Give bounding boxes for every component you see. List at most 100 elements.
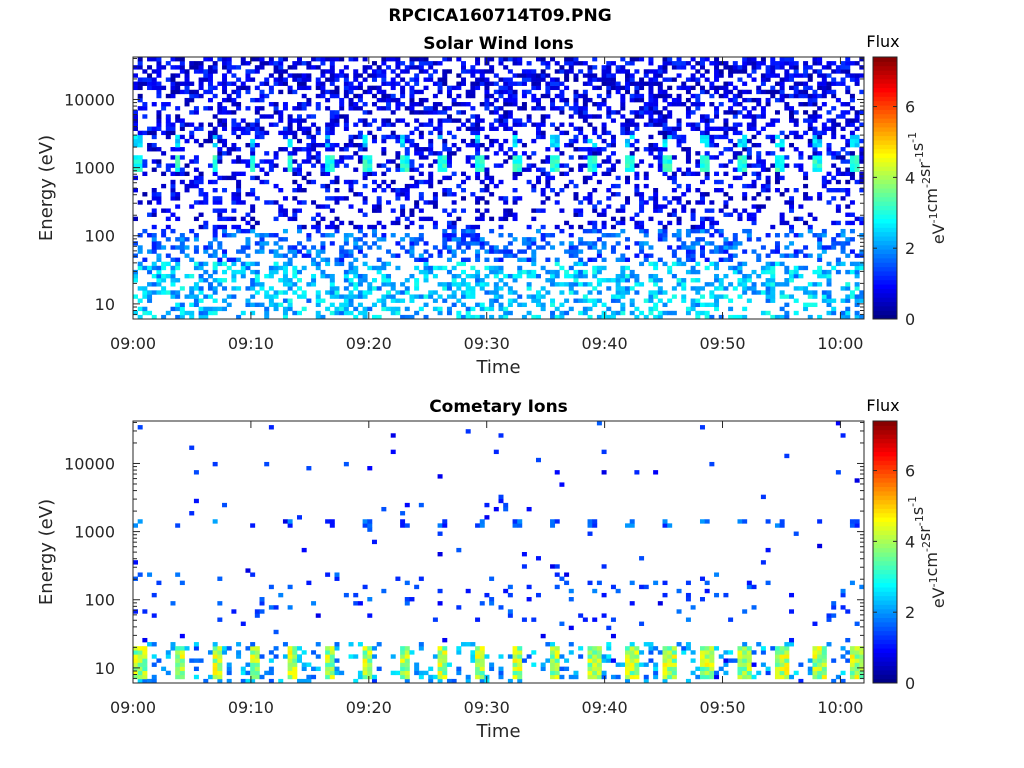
heatmap-cell: [709, 290, 715, 295]
heatmap-cell: [329, 523, 335, 528]
heatmap-cell: [250, 151, 256, 156]
heatmap-cell: [550, 282, 556, 287]
heatmap-cell: [226, 81, 232, 86]
heatmap-cell: [587, 81, 593, 86]
heatmap-cell: [250, 57, 256, 62]
heatmap-cell: [831, 196, 837, 201]
heatmap-cell: [400, 650, 406, 655]
heatmap-cell: [475, 130, 481, 136]
heatmap-cell: [170, 130, 176, 136]
heatmap-cell: [554, 470, 560, 475]
heatmap-cell: [676, 65, 682, 70]
heatmap-cell: [503, 65, 509, 70]
heatmap-cell: [587, 257, 593, 262]
heatmap-cell: [789, 118, 795, 123]
heatmap-cell: [189, 65, 195, 70]
heatmap-cell: [292, 654, 298, 659]
heatmap-cell: [578, 200, 584, 205]
heatmap-cell: [653, 470, 659, 475]
heatmap-cell: [709, 138, 715, 144]
heatmap-cell: [662, 233, 668, 238]
heatmap-cell: [849, 163, 855, 168]
heatmap-cell: [714, 73, 720, 78]
heatmap-cell: [643, 241, 649, 246]
heatmap-cell: [282, 130, 288, 136]
heatmap-cell: [334, 85, 340, 91]
heatmap-cell: [179, 134, 185, 140]
heatmap-cell: [348, 253, 354, 258]
heatmap-cell: [357, 237, 363, 242]
heatmap-cell: [329, 670, 335, 676]
heatmap-cell: [756, 192, 762, 197]
heatmap-cell: [367, 89, 373, 95]
heatmap-cell: [699, 666, 705, 672]
heatmap-cell: [657, 118, 663, 123]
heatmap-cell: [297, 294, 302, 299]
heatmap-cell: [517, 302, 523, 308]
heatmap-cell: [592, 220, 598, 226]
heatmap-cell: [648, 261, 654, 267]
heatmap-cell: [475, 134, 481, 140]
heatmap-cell: [554, 77, 560, 82]
heatmap-cell: [147, 85, 153, 91]
heatmap-cell: [156, 69, 162, 74]
heatmap-cell: [699, 294, 705, 299]
heatmap-cell: [268, 233, 274, 238]
heatmap-cell: [236, 192, 242, 197]
heatmap-cell: [662, 224, 668, 230]
heatmap-cell: [423, 216, 429, 222]
heatmap-cell: [765, 97, 771, 103]
heatmap-cell: [334, 188, 340, 193]
heatmap-cell: [489, 93, 495, 99]
heatmap-cell: [812, 269, 818, 275]
heatmap-cell: [793, 298, 799, 303]
heatmap-cell: [582, 282, 588, 287]
heatmap-cell: [521, 102, 527, 107]
heatmap-cell: [367, 597, 373, 602]
heatmap-cell: [418, 674, 424, 680]
heatmap-cell: [742, 282, 748, 287]
heatmap-cell: [629, 286, 635, 291]
heatmap-cell: [723, 273, 729, 279]
heatmap-cell: [268, 425, 274, 430]
heatmap-cell: [292, 282, 298, 287]
heatmap-cell: [690, 212, 696, 217]
heatmap-cell: [789, 204, 795, 209]
heatmap-cell: [765, 278, 771, 283]
heatmap-cell: [709, 302, 715, 308]
heatmap-cell: [587, 658, 593, 663]
heatmap-cell: [601, 102, 607, 107]
heatmap-cell: [395, 290, 401, 295]
heatmap-cell: [297, 310, 302, 316]
heatmap-cell: [236, 228, 242, 234]
heatmap-cell: [535, 77, 541, 82]
heatmap-cell: [545, 81, 551, 86]
heatmap-cell: [699, 674, 705, 680]
heatmap-cell: [264, 159, 270, 164]
heatmap-cell: [653, 118, 659, 123]
heatmap-cell: [671, 286, 677, 291]
heatmap-cell: [610, 163, 616, 168]
heatmap-cell: [278, 678, 284, 684]
heatmap-cell: [798, 89, 804, 95]
heatmap-cell: [386, 278, 392, 283]
heatmap-cell: [470, 294, 476, 299]
heatmap-cell: [774, 314, 780, 320]
heatmap-cell: [236, 89, 242, 95]
heatmap-cell: [264, 290, 270, 295]
heatmap-cell: [367, 286, 373, 291]
heatmap-cell: [212, 167, 218, 172]
heatmap-cell: [311, 261, 317, 267]
heatmap-cell: [470, 228, 476, 234]
heatmap-cell: [765, 290, 771, 295]
heatmap-cell: [699, 73, 705, 78]
heatmap-cell: [592, 151, 598, 156]
heatmap-cell: [432, 245, 438, 250]
heatmap-cell: [390, 122, 396, 127]
heatmap-cell: [718, 134, 724, 140]
heatmap-cell: [718, 249, 724, 254]
heatmap-cell: [222, 110, 228, 115]
heatmap-cell: [156, 163, 162, 168]
heatmap-cell: [493, 249, 499, 254]
